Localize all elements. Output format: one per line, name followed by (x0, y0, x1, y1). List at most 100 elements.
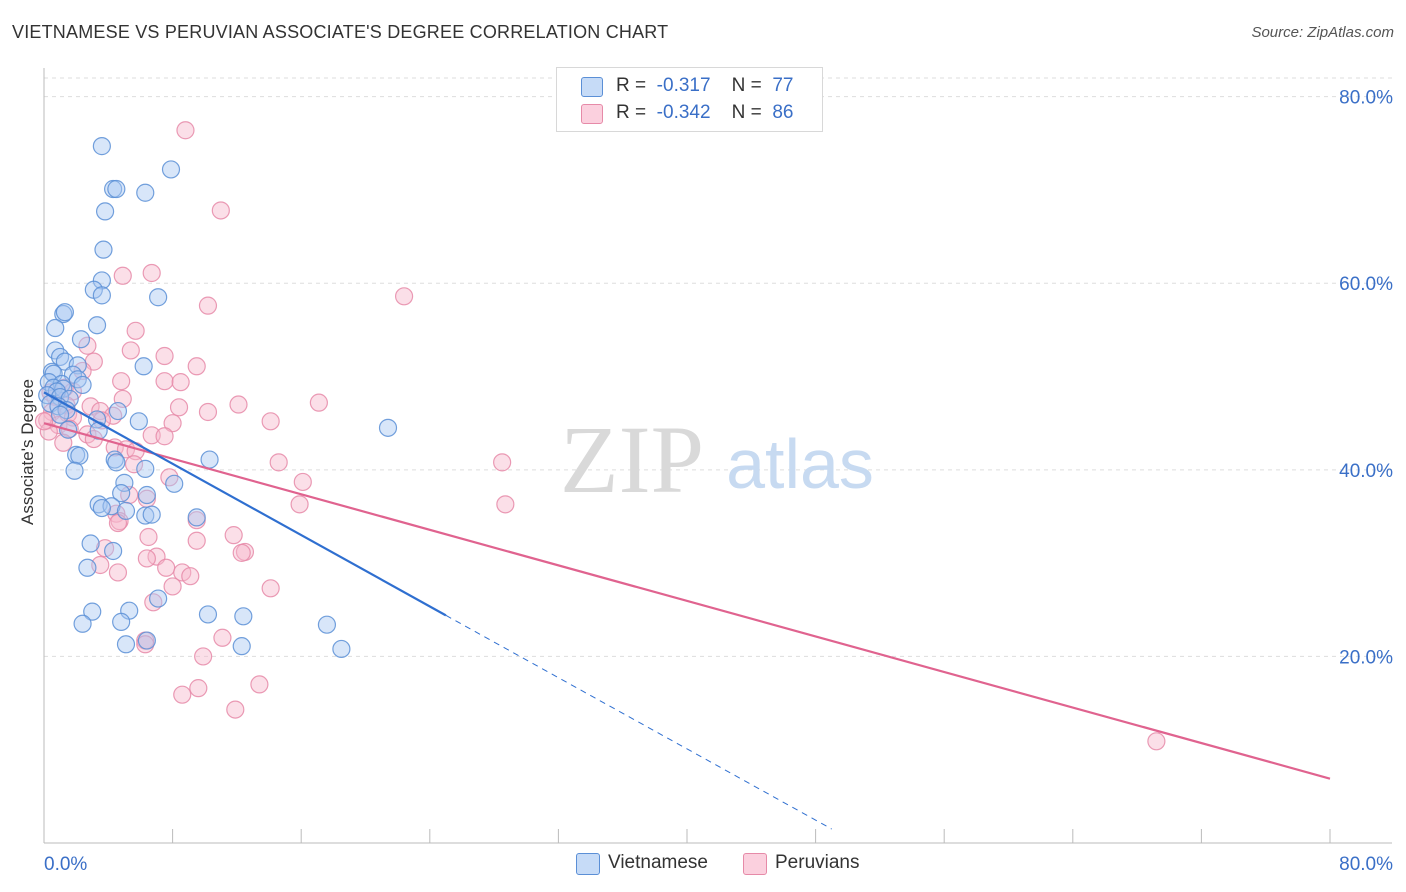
peruvians-point (1147, 732, 1166, 751)
peruvians-point (126, 321, 145, 340)
y-axis-label: Associate's Degree (18, 379, 37, 525)
trend-lines (43, 391, 1331, 830)
vietnamese-point (136, 459, 155, 478)
vietnamese-point (149, 288, 168, 307)
legend-label-vietnamese: Vietnamese (608, 852, 708, 873)
peruvians-point (261, 579, 280, 598)
peruvians-point (189, 679, 208, 698)
vietnamese-point (112, 612, 131, 631)
peruvians-point (137, 549, 156, 568)
peruvians-point (124, 455, 144, 474)
vietnamese-point (134, 357, 153, 376)
peruvians-point (187, 531, 206, 550)
vietnamese-point (73, 614, 92, 633)
peruvians-point (176, 121, 195, 140)
vietnamese-point (115, 473, 134, 492)
legend-swatch-blue (581, 77, 603, 97)
vietnamese-point (83, 602, 102, 621)
vietnamese-point (87, 316, 107, 335)
legend-label-peruvians: Peruvians (775, 852, 860, 873)
legend-n-label: N = (731, 75, 762, 96)
peruvians-point (229, 395, 248, 414)
vietnamese-point (317, 615, 337, 634)
peruvians-point (224, 526, 243, 545)
peruvians-point (163, 414, 182, 433)
peruvians-point (139, 527, 158, 547)
peruvians-point (113, 389, 132, 409)
peruvians-point (108, 563, 128, 582)
peruvians-point (211, 201, 230, 220)
legend-n-label: N = (731, 102, 762, 123)
vietnamese-point (232, 637, 251, 656)
vietnamese-trend-extension (445, 614, 832, 830)
vietnamese-point (129, 412, 148, 431)
vietnamese-point (55, 303, 74, 322)
vietnamese-point (112, 484, 131, 503)
peruvians-point (293, 472, 312, 492)
vietnamese-point (116, 635, 136, 654)
vietnamese-point (104, 541, 123, 561)
vietnamese-point (234, 607, 253, 626)
legend-swatch-pink (581, 104, 603, 124)
peruvians-point (194, 647, 213, 666)
legend-r-label: R = (616, 102, 647, 123)
peruvians-point (269, 453, 288, 472)
peruvians-point (493, 453, 512, 472)
vietnamese-point (71, 330, 91, 349)
peruvians-point (157, 558, 176, 577)
peruvians-point (121, 341, 140, 360)
peruvians-point (169, 398, 189, 417)
peruvians-point (394, 287, 414, 306)
peruvians-point (496, 495, 515, 514)
watermark-atlas: atlas (726, 425, 874, 503)
chart-source: Source: ZipAtlas.com (1251, 24, 1394, 41)
vietnamese-point (142, 505, 161, 524)
vietnamese-point (92, 286, 111, 305)
vietnamese-point (92, 137, 111, 156)
legend-swatch-vietnamese (576, 853, 600, 875)
watermark: ZIP atlas (560, 406, 874, 513)
vietnamese-point (137, 631, 156, 650)
vietnamese-point (107, 179, 126, 199)
vietnamese-point (161, 160, 181, 179)
vietnamese-point (198, 605, 218, 624)
vietnamese-trend-line (43, 391, 447, 617)
vietnamese-point (81, 534, 100, 553)
peruvians-point (187, 357, 206, 376)
grid-lines (44, 77, 1392, 657)
legend-r-value: -0.317 (656, 75, 711, 96)
vietnamese-point (50, 405, 70, 424)
peruvians-point (78, 336, 97, 355)
vietnamese-point (105, 450, 124, 469)
peruvians-point (155, 427, 174, 446)
peruvians-point (112, 372, 131, 391)
vietnamese-point (332, 639, 351, 659)
tick-labels: 20.0% 40.0% 60.0% 80.0% 0.0% 80.0% (44, 88, 1393, 875)
peruvians-point (181, 567, 200, 586)
peruvians-point (171, 373, 190, 392)
vietnamese-point (200, 450, 219, 469)
peruvians-point (155, 346, 174, 366)
vietnamese-point (107, 453, 126, 472)
peruvians-point (198, 296, 218, 315)
peruvians-point (250, 675, 269, 694)
y-tick-label: 20.0% (1339, 647, 1393, 668)
y-tick-label: 40.0% (1339, 461, 1393, 482)
vietnamese-point (136, 183, 155, 202)
legend-swatch-peruvians (743, 853, 767, 875)
vietnamese-point (68, 356, 87, 375)
legend-n-value: 77 (772, 75, 794, 96)
peruvians-point (173, 685, 192, 704)
x-tick-label: 80.0% (1339, 854, 1393, 875)
x-tick-label: 0.0% (44, 854, 87, 875)
peruvians-point (155, 372, 174, 391)
vietnamese-point (92, 498, 111, 518)
peruvians-point (163, 577, 182, 596)
vietnamese-point (73, 375, 92, 395)
peruvians-point (290, 495, 309, 514)
vietnamese-point (94, 240, 113, 259)
peruvians-point (309, 393, 328, 412)
peruvians-point (73, 361, 92, 381)
vietnamese-point (137, 485, 156, 505)
vietnamese-point (116, 501, 136, 520)
